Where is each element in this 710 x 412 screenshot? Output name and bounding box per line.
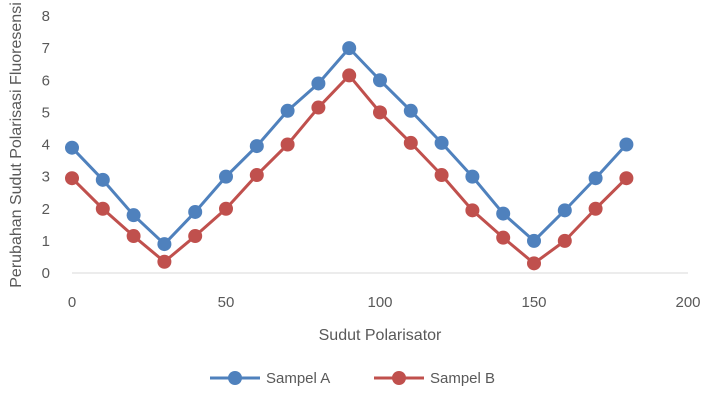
data-point — [403, 103, 418, 118]
legend-marker — [392, 371, 406, 385]
data-point — [126, 208, 141, 223]
data-point — [95, 172, 110, 187]
series-layer — [65, 41, 634, 271]
data-point — [619, 171, 634, 186]
x-tick-label: 200 — [675, 294, 700, 311]
data-point — [527, 233, 541, 248]
legend-label: Sampel A — [266, 370, 330, 387]
y-tick-label: 1 — [42, 233, 50, 250]
data-point — [373, 73, 387, 88]
data-point — [65, 140, 79, 155]
data-point — [280, 137, 295, 152]
x-tick-label: 50 — [218, 294, 235, 311]
data-point — [373, 105, 387, 120]
y-tick-label: 8 — [42, 8, 50, 25]
data-point — [588, 171, 603, 186]
data-point — [311, 100, 326, 115]
legend-item: Sampel B — [374, 370, 495, 387]
data-point — [342, 68, 357, 83]
y-tick-label: 3 — [42, 169, 50, 186]
legend-marker — [228, 371, 242, 385]
data-point — [619, 137, 634, 152]
legend: Sampel A Sampel B — [210, 370, 495, 387]
x-tick-label: 0 — [68, 294, 76, 311]
data-point — [280, 103, 295, 118]
data-point — [465, 203, 480, 218]
data-point — [95, 201, 110, 216]
legend-item: Sampel A — [210, 370, 330, 387]
series-a — [65, 41, 634, 252]
x-tick-label: 100 — [367, 294, 392, 311]
data-point — [126, 229, 141, 244]
x-axis-label: Sudut Polarisator — [319, 327, 442, 344]
legend-label: Sampel B — [430, 370, 495, 387]
data-point — [65, 171, 79, 186]
data-point — [465, 169, 480, 184]
y-tick-label: 7 — [42, 40, 50, 57]
y-tick-label: 0 — [42, 265, 50, 282]
data-point — [434, 168, 449, 183]
data-point — [249, 168, 264, 183]
y-tick-label: 5 — [42, 104, 50, 121]
data-point — [342, 41, 357, 56]
y-tick-label: 4 — [42, 137, 50, 154]
data-point — [219, 201, 233, 216]
data-point — [188, 229, 203, 244]
data-point — [557, 233, 572, 248]
data-point — [219, 169, 233, 184]
data-point — [188, 204, 203, 219]
series-b — [65, 68, 634, 271]
axes: 0 1 2 3 4 5 6 7 8 0 50 100 150 200 — [42, 8, 701, 311]
y-tick-label: 2 — [42, 201, 50, 218]
data-point — [157, 237, 172, 252]
data-point — [496, 230, 511, 245]
y-tick-label: 6 — [42, 72, 50, 89]
data-point — [527, 256, 541, 271]
data-point — [403, 135, 418, 150]
data-point — [311, 76, 326, 91]
data-point — [557, 203, 572, 218]
data-point — [434, 135, 449, 150]
data-point — [588, 201, 603, 216]
y-axis-label: Perubahan Sudut Polarisasi Fluoresensi — [8, 2, 25, 288]
data-point — [249, 139, 264, 154]
data-point — [157, 254, 172, 269]
data-point — [496, 206, 511, 221]
x-tick-label: 150 — [521, 294, 546, 311]
